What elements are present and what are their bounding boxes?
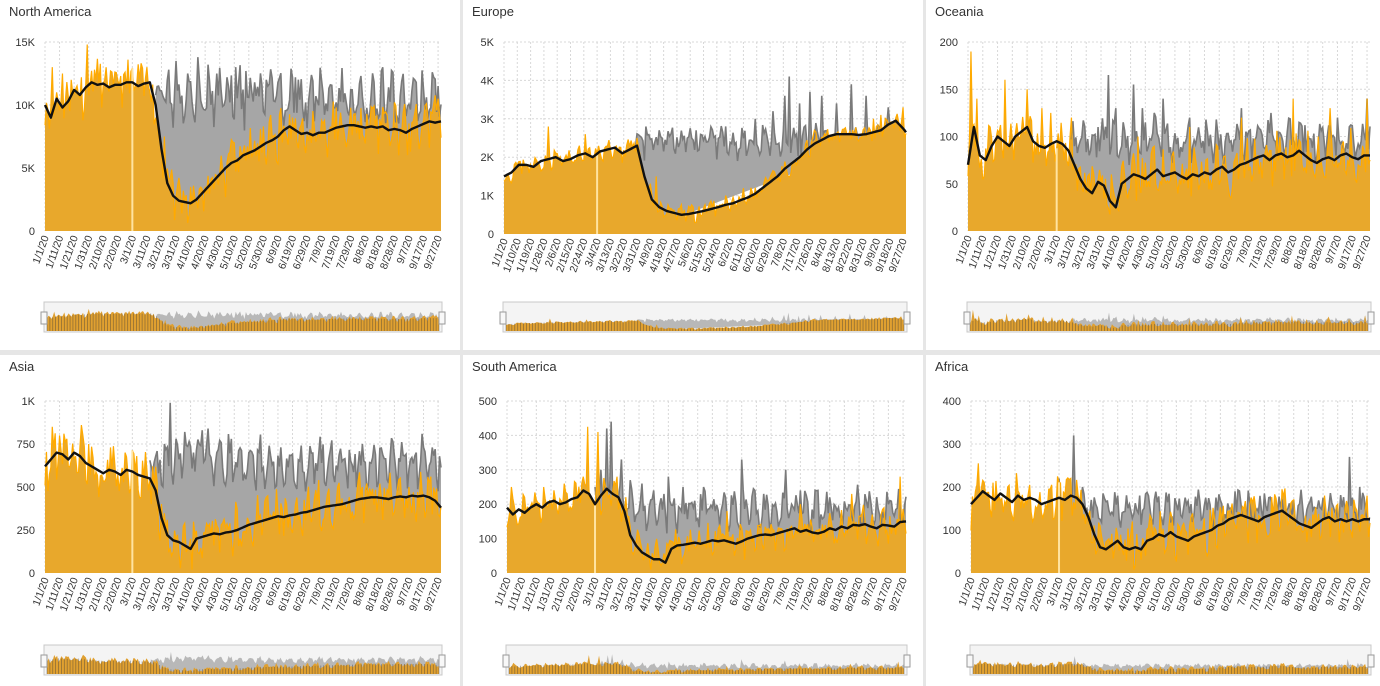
current-line xyxy=(967,51,1371,215)
chart-panel-asia: Asia 0 250 500 750 1K 1/1/20 1/11/20 1/21/20 1/31… xyxy=(0,355,460,686)
current-line xyxy=(970,463,1371,570)
chart-panel-africa: Africa 0 100 200 300 400 1/1/20 1/11/20 1/21/20 1… xyxy=(926,355,1380,686)
navigator-left-handle[interactable] xyxy=(40,654,48,668)
baseline-line xyxy=(154,57,442,131)
navigator-right-handle[interactable] xyxy=(1367,654,1375,668)
current-line xyxy=(44,424,442,570)
y-tick-label: 200 xyxy=(940,37,958,49)
chart-svg: 02505007501K1/1/201/11/201/21/201/31/202… xyxy=(17,396,446,676)
y-tick-label: 0 xyxy=(491,568,497,580)
y-tick-label: 100 xyxy=(943,525,961,537)
chart-svg: 05K10K15K1/1/201/11/201/21/201/31/202/10… xyxy=(15,37,446,333)
average-line xyxy=(44,451,442,551)
y-tick-label: 200 xyxy=(943,482,961,494)
navigator-left-handle[interactable] xyxy=(966,654,974,668)
navigator-left-handle[interactable] xyxy=(499,311,507,325)
y-tick-label: 0 xyxy=(29,226,35,238)
chart-title: Europe xyxy=(472,4,514,19)
y-tick-label: 400 xyxy=(479,430,497,442)
chart-title: North America xyxy=(9,4,92,19)
y-tick-label: 200 xyxy=(479,499,497,511)
chart-svg: 01K2K3K4K5K1/1/201/10/201/19/201/28/202/… xyxy=(481,37,911,333)
y-tick-label: 150 xyxy=(940,84,958,96)
chart-title: Asia xyxy=(9,359,35,374)
y-tick-label: 0 xyxy=(488,229,494,241)
chart-panel-south-america: South America 0 100 200 300 400 500 1/1/20 1/11/… xyxy=(463,355,923,686)
chart-svg: 0501001502001/1/201/11/201/21/201/31/202… xyxy=(940,37,1375,333)
chart-panel-oceania: Oceania 0 50 100 150 200 1/1/20 1/11/20 1/21/20 1… xyxy=(926,0,1380,350)
chart-title: Africa xyxy=(935,359,969,374)
average-line xyxy=(43,81,442,205)
current-area xyxy=(45,425,441,573)
navigator-left-handle[interactable] xyxy=(40,311,48,325)
y-tick-label: 10K xyxy=(15,100,35,112)
y-tick-label: 100 xyxy=(479,534,497,546)
y-tick-label: 15K xyxy=(15,37,35,49)
y-tick-label: 3K xyxy=(481,114,495,126)
current-area xyxy=(45,44,441,231)
average-line xyxy=(506,487,907,564)
navigator-left-handle[interactable] xyxy=(963,311,971,325)
navigator-right-handle[interactable] xyxy=(903,654,911,668)
y-tick-label: 2K xyxy=(481,152,495,164)
current-line xyxy=(44,44,442,224)
average-line xyxy=(970,490,1370,551)
chart-svg: 01002003004005001/1/201/11/201/21/201/31… xyxy=(479,396,911,676)
y-tick-label: 500 xyxy=(17,482,35,494)
y-tick-label: 0 xyxy=(29,568,35,580)
current-area xyxy=(504,107,906,234)
baseline-area xyxy=(634,76,906,234)
y-tick-label: 300 xyxy=(943,439,961,451)
navigator-right-handle[interactable] xyxy=(438,311,446,325)
average-line xyxy=(503,119,907,216)
y-tick-label: 5K xyxy=(481,37,495,49)
y-tick-label: 1K xyxy=(22,396,36,408)
y-tick-label: 0 xyxy=(952,226,958,238)
baseline-line xyxy=(149,402,442,492)
y-tick-label: 0 xyxy=(955,568,961,580)
y-tick-label: 250 xyxy=(17,525,35,537)
y-tick-label: 1K xyxy=(481,191,495,203)
baseline-line xyxy=(1070,75,1371,166)
current-area xyxy=(968,51,1370,232)
navigator-right-handle[interactable] xyxy=(1367,311,1375,325)
y-tick-label: 5K xyxy=(22,163,36,175)
y-tick-label: 50 xyxy=(946,179,958,191)
baseline-line xyxy=(594,421,907,534)
chart-panel-north-america: North America 0 5K 10K 15K 1/1/20 1/11/20 1/21/… xyxy=(0,0,460,350)
navigator-left-handle[interactable] xyxy=(502,654,510,668)
y-tick-label: 4K xyxy=(481,75,495,87)
y-tick-label: 400 xyxy=(943,396,961,408)
y-tick-label: 750 xyxy=(17,439,35,451)
chart-panel-europe: Europe 0 1K 2K 3K 4K 5K 1/1/20 1/10/20 1/19/20 1/2… xyxy=(463,0,923,350)
navigator-right-handle[interactable] xyxy=(903,311,911,325)
chart-svg: 01002003004001/1/201/11/201/21/201/31/20… xyxy=(943,396,1375,676)
navigator-baseline xyxy=(634,312,904,331)
current-area xyxy=(507,426,906,573)
chart-title: Oceania xyxy=(935,4,984,19)
y-tick-label: 500 xyxy=(479,396,497,408)
y-tick-label: 100 xyxy=(940,132,958,144)
y-tick-label: 300 xyxy=(479,465,497,477)
chart-title: South America xyxy=(472,359,557,374)
navigator-right-handle[interactable] xyxy=(438,654,446,668)
average-line xyxy=(966,125,1370,209)
